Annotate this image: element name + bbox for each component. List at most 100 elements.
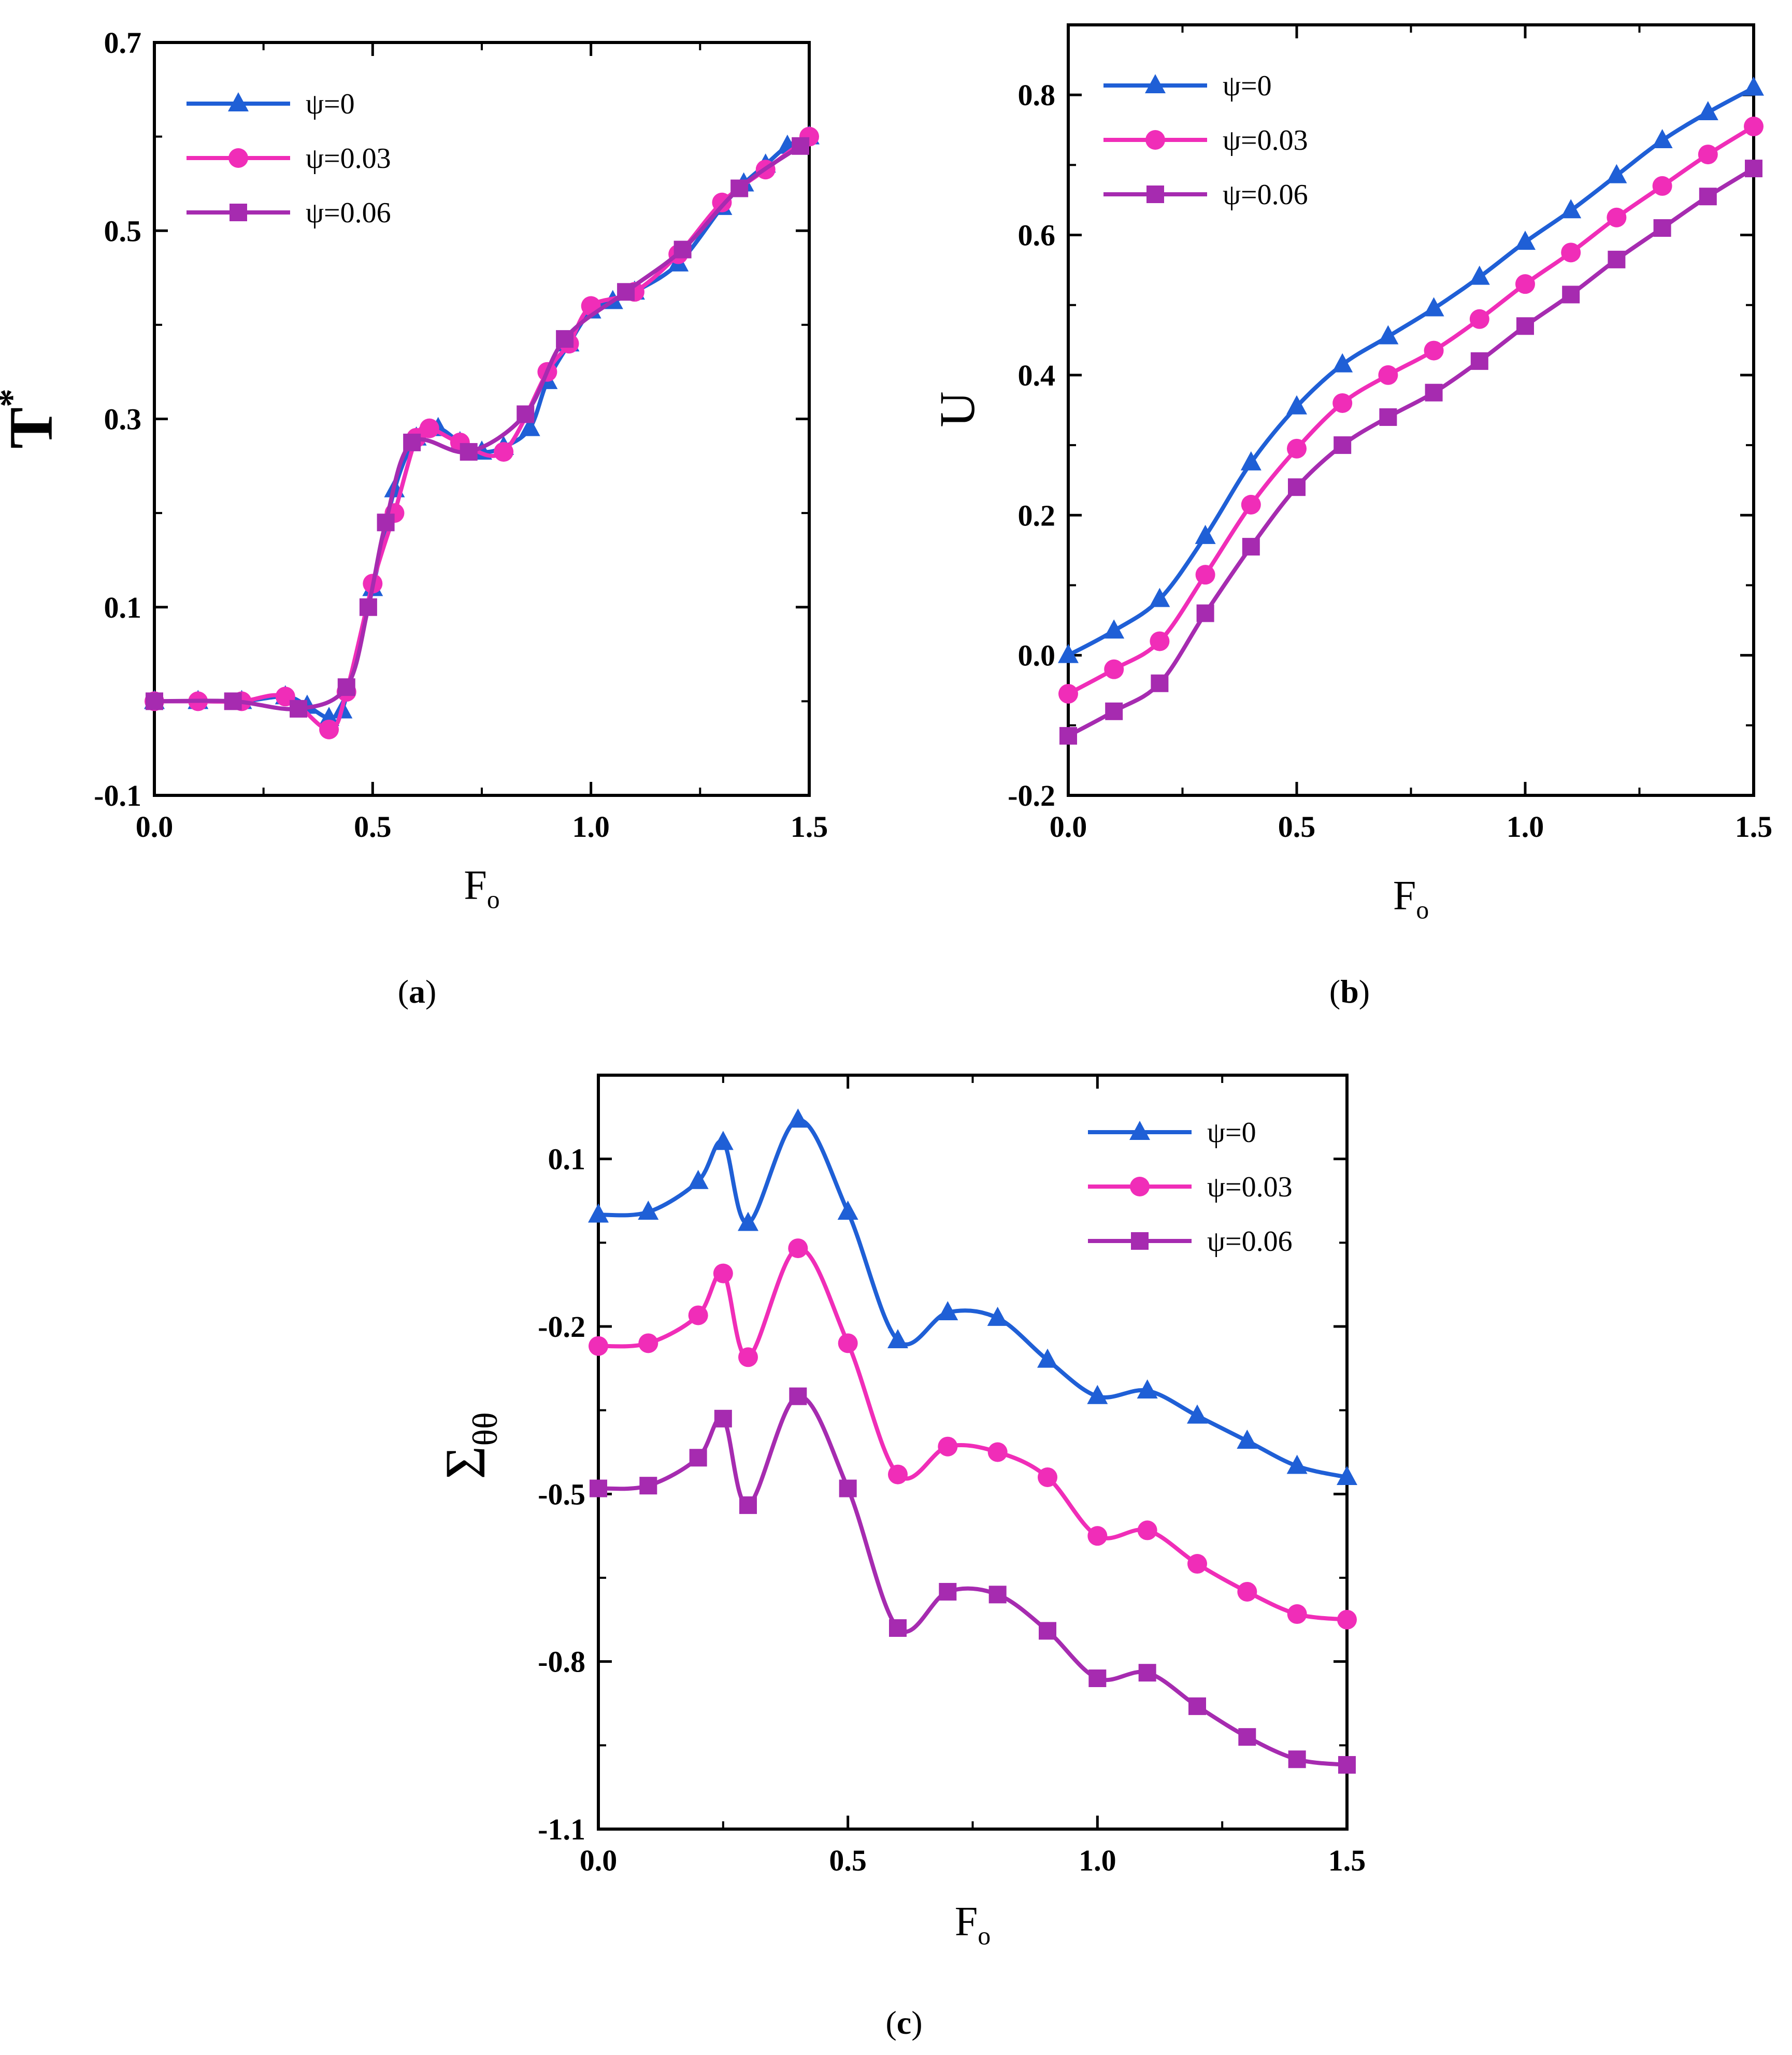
- data-point: [1652, 129, 1673, 149]
- data-point: [1195, 565, 1215, 585]
- series-circle: [1058, 117, 1764, 704]
- x-tick-label: 0.0: [580, 1844, 618, 1877]
- data-point: [1425, 383, 1443, 402]
- data-point: [738, 1347, 758, 1367]
- data-point: [1288, 478, 1306, 496]
- data-point: [517, 405, 535, 423]
- data-point: [1606, 164, 1627, 183]
- y-tick-label: -0.1: [94, 779, 141, 812]
- y-axis-title: U: [929, 391, 985, 427]
- data-point: [1286, 395, 1307, 415]
- y-tick-label: 0.2: [1018, 498, 1056, 532]
- legend-label: ψ=0.03: [1207, 1171, 1293, 1203]
- data-point: [1561, 242, 1581, 263]
- data-point: [1515, 231, 1536, 250]
- legend-label: ψ=0.06: [306, 197, 391, 229]
- data-point: [1515, 274, 1535, 294]
- x-tick-label: 0.0: [1050, 810, 1087, 844]
- y-tick-label: 0.8: [1018, 78, 1056, 112]
- data-point: [712, 192, 732, 212]
- y-tick-label: -1.1: [538, 1813, 585, 1846]
- y-tick-label: -0.2: [538, 1310, 585, 1344]
- data-point: [1332, 353, 1353, 373]
- data-point: [590, 1479, 607, 1497]
- data-point: [714, 1409, 732, 1428]
- legend-label: ψ=0: [1223, 70, 1272, 102]
- legend-entry: ψ=0: [1103, 70, 1272, 102]
- data-point: [1149, 588, 1170, 607]
- data-point: [494, 442, 514, 462]
- legend-entry: ψ=0: [187, 88, 355, 120]
- data-point: [1237, 1429, 1258, 1449]
- series-triangle: [588, 1108, 1357, 1485]
- legend-marker: [230, 204, 247, 221]
- data-point: [1469, 265, 1490, 285]
- data-point: [1038, 1467, 1057, 1487]
- legend-label: ψ=0.03: [1223, 124, 1308, 156]
- legend-marker: [1145, 74, 1166, 93]
- series-line: [1066, 166, 1756, 738]
- data-point: [1608, 250, 1626, 268]
- data-point: [1188, 1697, 1206, 1715]
- panel-c-label: (c): [885, 2004, 922, 2041]
- legend-label: ψ=0.06: [1223, 179, 1308, 211]
- data-point: [1744, 117, 1764, 137]
- data-point: [738, 1211, 758, 1231]
- data-point: [688, 1305, 708, 1325]
- data-point: [739, 1496, 757, 1514]
- data-point: [519, 417, 540, 436]
- data-point: [556, 330, 574, 348]
- x-tick-label: 1.0: [1507, 810, 1544, 844]
- series-circle: [589, 1238, 1357, 1630]
- data-point: [1241, 494, 1261, 515]
- data-point: [1423, 297, 1444, 317]
- data-point: [1087, 1385, 1108, 1404]
- data-point: [1379, 408, 1397, 426]
- x-tick-label: 0.5: [1278, 810, 1316, 844]
- legend-entry: ψ=0.06: [1088, 1225, 1293, 1258]
- data-point: [1337, 1609, 1357, 1630]
- y-tick-label: 0.0: [1018, 639, 1056, 673]
- data-point: [1105, 702, 1123, 720]
- legend-entry: ψ=0.03: [1103, 124, 1308, 156]
- y-axis-title: Σθθ: [434, 1412, 505, 1479]
- legend-entry: ψ=0.06: [187, 197, 391, 229]
- data-point: [1138, 1664, 1156, 1682]
- data-point: [638, 1333, 658, 1353]
- data-point: [788, 1238, 808, 1259]
- legend-entry: ψ=0.03: [1088, 1171, 1293, 1203]
- data-point: [1058, 683, 1078, 704]
- x-tick-label: 1.5: [791, 810, 828, 844]
- series-line: [1066, 85, 1756, 658]
- x-tick-label: 0.5: [354, 810, 392, 844]
- data-point: [1240, 451, 1261, 470]
- y-tick-label: 0.5: [104, 214, 142, 248]
- data-point: [1607, 207, 1627, 227]
- data-point: [588, 1203, 609, 1223]
- panel-c-chart: 0.0 0.5 1.0 1.5 -1.1 -0.8 -0.5 -0.2 0.1 Fo Σθθ ψ=0 ψ…: [434, 1074, 1366, 1950]
- data-point: [1287, 1604, 1307, 1624]
- data-point: [1238, 1728, 1256, 1746]
- data-point: [713, 1263, 733, 1283]
- y-tick-label: 0.1: [548, 1143, 586, 1176]
- data-point: [730, 179, 749, 197]
- data-point: [1562, 286, 1580, 304]
- data-point: [1187, 1404, 1208, 1424]
- data-point: [290, 700, 308, 718]
- data-point: [837, 1201, 858, 1220]
- series-square: [146, 137, 810, 718]
- x-axis-title: Fo: [955, 1899, 991, 1950]
- data-point: [1424, 340, 1444, 361]
- x-axis-title: Fo: [1393, 873, 1429, 924]
- data-point: [1104, 659, 1124, 679]
- legend-label: ψ=0.03: [306, 142, 391, 175]
- legend-marker: [1130, 1177, 1150, 1196]
- data-point: [673, 240, 692, 259]
- data-point: [938, 1436, 958, 1457]
- legend-marker: [1131, 1232, 1149, 1250]
- y-axis-title: T*: [0, 389, 65, 449]
- data-point: [419, 418, 439, 438]
- data-point: [1745, 160, 1762, 178]
